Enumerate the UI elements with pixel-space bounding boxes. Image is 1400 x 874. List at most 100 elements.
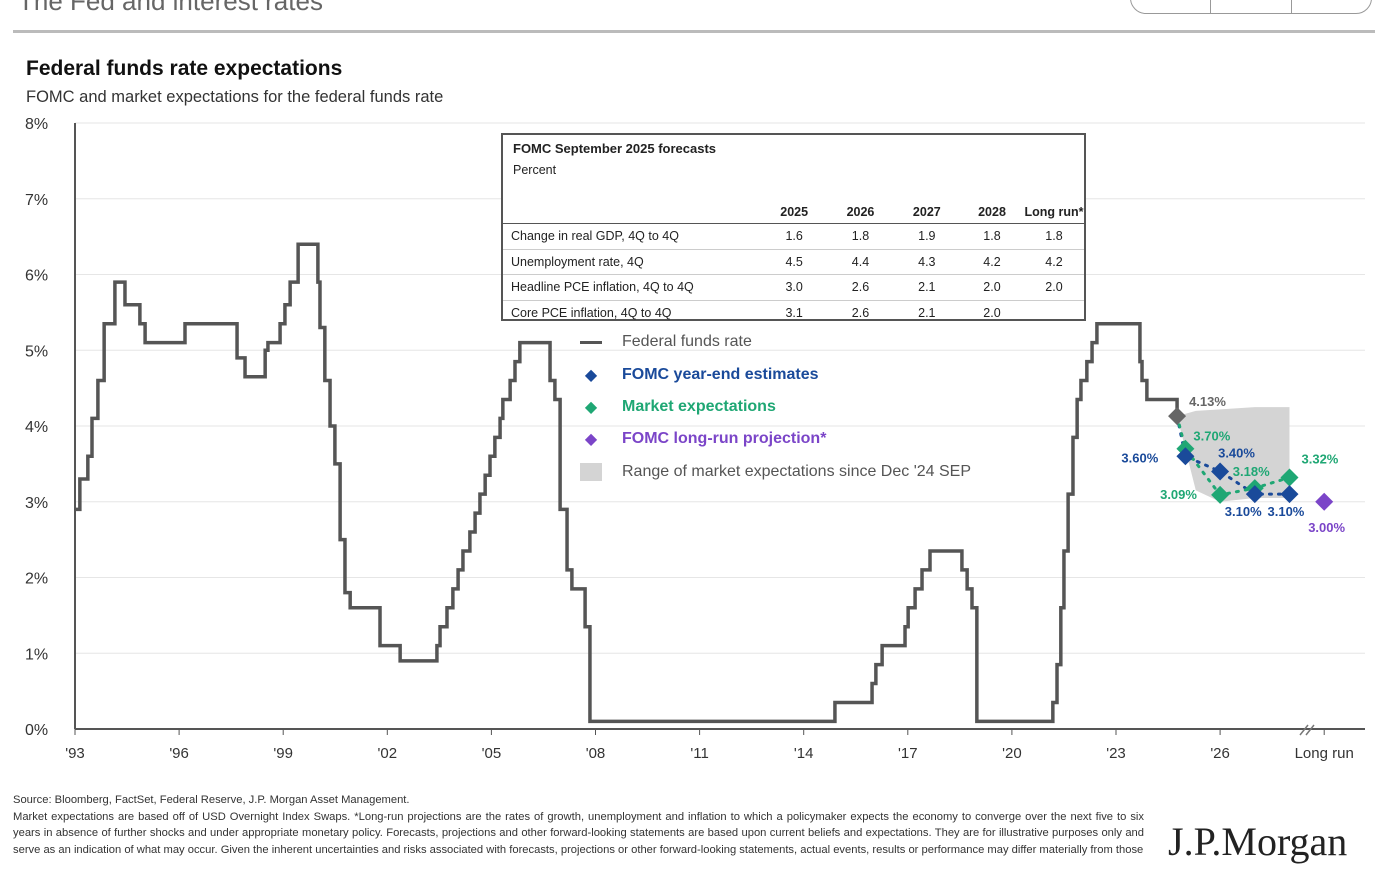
x-tick-label: '96: [169, 745, 189, 762]
col-header: 2028: [978, 205, 1006, 219]
table-cell: Change in real GDP, 4Q to 4Q: [503, 223, 761, 249]
x-tick-label: '26: [1210, 745, 1230, 762]
header-divider: [13, 30, 1375, 33]
legend-label: Range of market expectations since Dec '…: [622, 463, 972, 480]
current-rate-label: 4.13%: [1189, 394, 1226, 409]
table-cell: 4.5: [761, 248, 828, 275]
table-cell: 3.0: [761, 274, 828, 300]
table-cell: 2.0: [960, 299, 1024, 325]
table-cell: 2.0: [1024, 274, 1084, 300]
legend-fed-funds: Federal funds rate: [580, 331, 752, 353]
chart-title: Federal funds rate expectations: [26, 57, 343, 80]
col-header: 2025: [780, 205, 809, 219]
line-swatch-icon: [580, 340, 602, 344]
market-range-area: [1177, 407, 1290, 502]
legend-label: FOMC long-run projection*: [622, 430, 827, 447]
x-tick-label: '17: [898, 745, 918, 762]
table-cell: 1.8: [827, 223, 894, 249]
fomc-estimate-marker: [1176, 447, 1195, 466]
table-row: Headline PCE inflation, 4Q to 4Q 3.0 2.6 2.…: [503, 274, 1084, 300]
jpmorgan-logo: J.P.Morgan: [1168, 819, 1348, 864]
table-cell: 4.2: [960, 248, 1024, 275]
table-cell: 2.6: [827, 299, 894, 325]
table-cell: 1.9: [893, 223, 960, 249]
data-label: 3.10%: [1225, 504, 1262, 519]
fomc-estimate-marker: [1245, 485, 1264, 504]
y-tick-label: 3%: [25, 495, 48, 512]
table-cell: 4.3: [893, 248, 960, 275]
y-tick-label: 8%: [25, 116, 48, 133]
table-cell: [1024, 299, 1084, 325]
table-cell: 2.0: [960, 274, 1024, 300]
diamond-icon: ◆: [584, 367, 598, 384]
page-header-title: The Fed and interest rates: [18, 0, 323, 16]
table-cell: 1.6: [761, 223, 828, 249]
current-rate-marker: [1168, 407, 1187, 426]
legend-market: ◆ Market expectations: [580, 396, 776, 418]
legend-range: Range of market expectations since Dec '…: [580, 461, 971, 483]
table-title: FOMC September 2025 forecasts: [513, 141, 717, 156]
long-run-marker: [1315, 492, 1334, 511]
y-tick-label: 4%: [25, 419, 48, 436]
fed-funds-rate-line: [75, 242, 1179, 724]
data-label: 3.40%: [1218, 445, 1255, 460]
legend-label: Federal funds rate: [622, 333, 752, 350]
source-note: Source: Bloomberg, FactSet, Federal Rese…: [13, 794, 410, 806]
x-tick-label: '99: [273, 745, 293, 762]
table-cell: Core PCE inflation, 4Q to 4Q: [503, 299, 761, 325]
table-cell: 4.4: [827, 248, 894, 275]
table-row: Unemployment rate, 4Q 4.5 4.4 4.3 4.2 4.2: [503, 248, 1084, 275]
fomc-estimate-marker: [1211, 462, 1230, 481]
legend-longrun: ◆ FOMC long-run projection*: [580, 428, 827, 450]
table-cell: 2.1: [893, 274, 960, 300]
x-tick-label: '93: [65, 745, 85, 762]
footnotes: Source: Bloomberg, FactSet, Federal Rese…: [13, 792, 1144, 858]
timeframe-option[interactable]: [1131, 0, 1212, 13]
data-label: 3.09%: [1160, 487, 1197, 502]
data-label: 3.32%: [1302, 452, 1339, 467]
table-cell: Headline PCE inflation, 4Q to 4Q: [503, 274, 761, 300]
table-cell: 1.8: [960, 223, 1024, 249]
data-label: 3.00%: [1308, 520, 1345, 535]
diamond-icon: ◆: [584, 399, 598, 416]
x-tick-label: '02: [378, 745, 398, 762]
col-header: 2027: [912, 205, 941, 219]
x-tick-label: Long run: [1295, 745, 1354, 762]
chart-subtitle: FOMC and market expectations for the fed…: [26, 88, 444, 106]
fomc-estimate-marker: [1280, 485, 1299, 504]
range-swatch-icon: [580, 463, 602, 481]
data-label: 3.60%: [1121, 450, 1158, 465]
y-tick-label: 5%: [25, 343, 48, 360]
y-tick-label: 0%: [25, 722, 48, 739]
col-header: 2026: [846, 205, 875, 219]
table-cell: 1.8: [1024, 223, 1084, 249]
data-label: 3.70%: [1193, 429, 1230, 444]
table-unit: Percent: [513, 163, 557, 177]
x-tick-label: '05: [482, 745, 502, 762]
x-tick-label: '08: [586, 745, 606, 762]
table-row: Change in real GDP, 4Q to 4Q 1.6 1.8 1.9 1.8…: [503, 223, 1084, 249]
forecast-grid: 2025 2026 2027 2028 Long run* Change in …: [503, 179, 1084, 325]
disclaimer: Market expectations are based off of USD…: [13, 810, 1144, 856]
table-cell: 4.2: [1024, 248, 1084, 275]
data-label: 3.10%: [1268, 504, 1305, 519]
legend-label: FOMC year-end estimates: [622, 366, 819, 383]
market-expectation-marker: [1280, 468, 1299, 487]
x-tick-label: '20: [1002, 745, 1022, 762]
col-header: [503, 179, 761, 224]
y-tick-label: 6%: [25, 268, 48, 285]
diamond-icon: ◆: [584, 431, 598, 448]
fomc-forecast-table: FOMC September 2025 forecasts Percent 20…: [501, 133, 1086, 325]
x-tick-label: '14: [794, 745, 814, 762]
col-header: Long run*: [1024, 205, 1084, 219]
timeframe-option[interactable]: [1211, 0, 1292, 13]
data-label: 3.18%: [1233, 464, 1270, 479]
market-expectation-marker: [1211, 485, 1230, 504]
y-tick-label: 2%: [25, 571, 48, 588]
table-cell: 2.1: [893, 299, 960, 325]
table-cell: 3.1: [761, 299, 828, 325]
table-row: Core PCE inflation, 4Q to 4Q 3.1 2.6 2.1 2.0: [503, 299, 1084, 325]
x-tick-label: '11: [690, 745, 708, 762]
axis-break-icon: [1299, 724, 1315, 736]
